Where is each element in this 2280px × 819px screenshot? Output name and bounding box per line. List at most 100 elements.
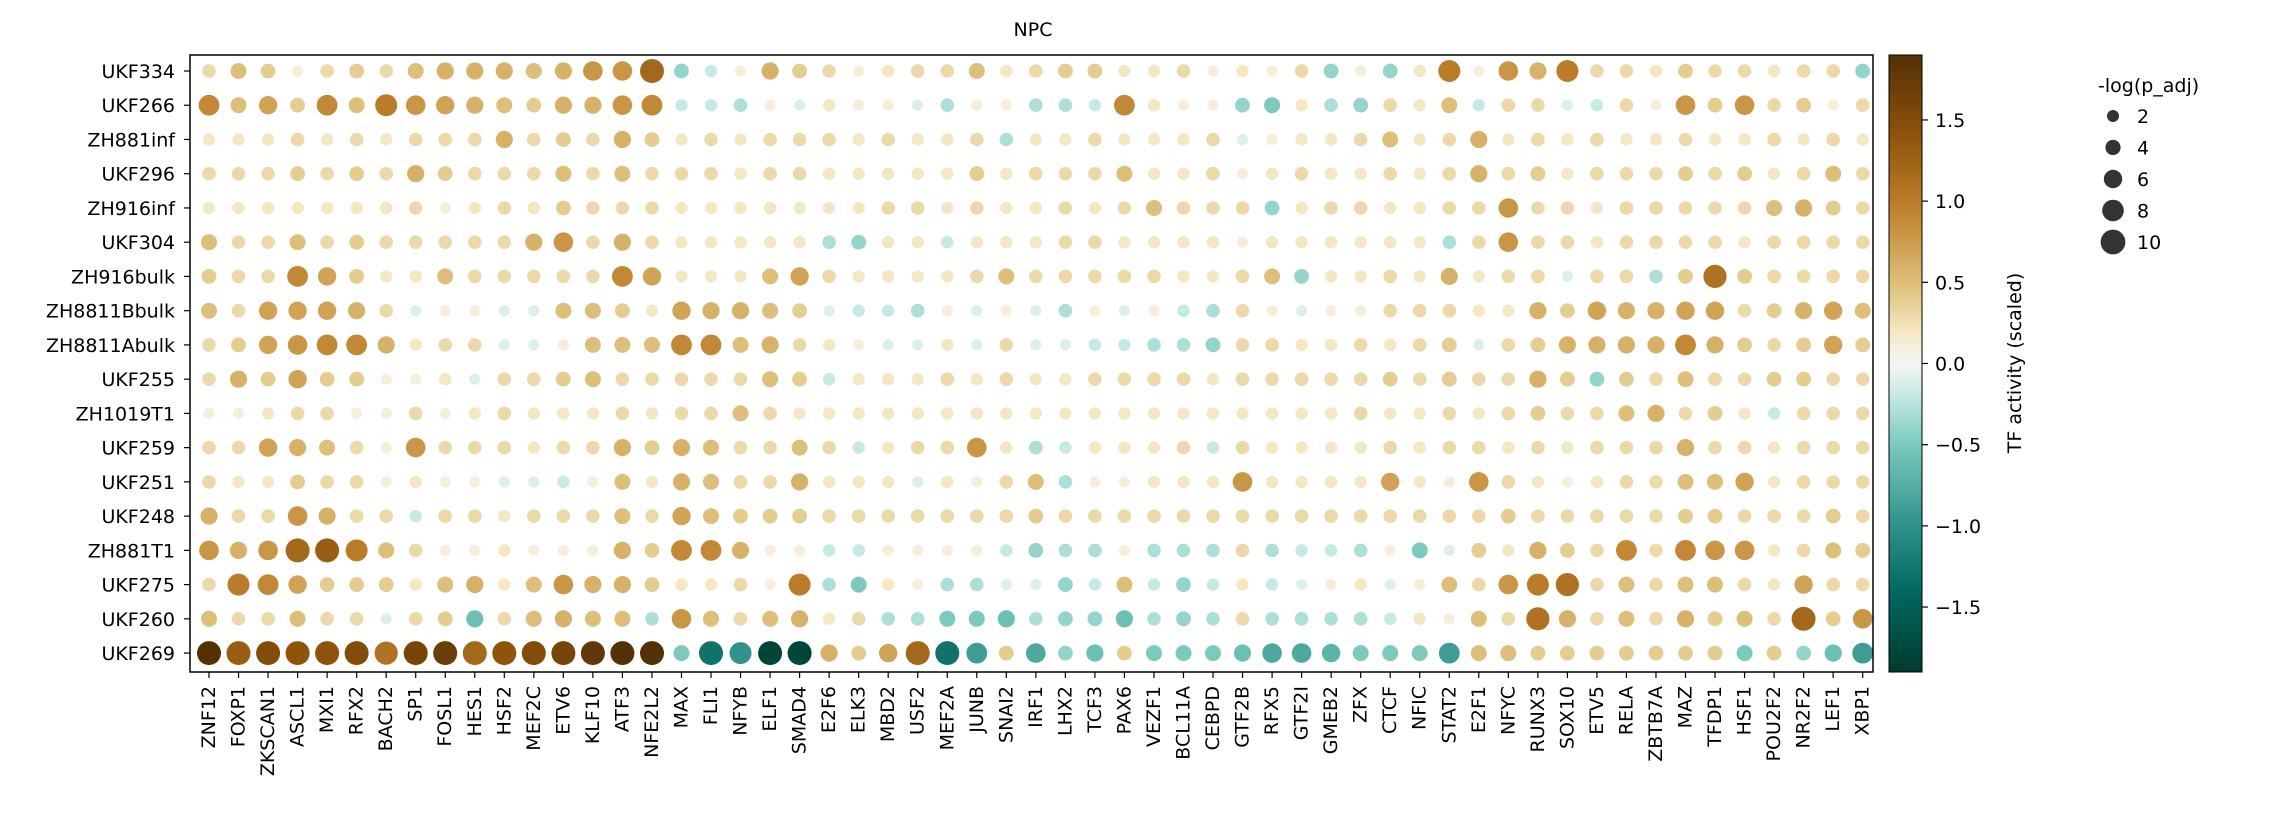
dot-UKF255-SNAI2: [999, 372, 1014, 387]
dot-UKF260-NFE2L2: [645, 612, 659, 626]
dot-UKF275-XBP1: [1855, 577, 1870, 592]
dot-ZH1019T1-GMEB2: [1324, 407, 1338, 420]
row-label: ZH916inf: [87, 198, 176, 220]
dot-UKF269-ZFX: [1352, 645, 1369, 662]
dot-ZH916bulk-ELF1: [762, 268, 779, 285]
dot-UKF260-NFYC: [1501, 612, 1516, 626]
dot-UKF296-FOXP1: [231, 166, 246, 181]
dot-UKF269-POU2F2: [1766, 645, 1782, 661]
dot-UKF296-MAZ: [1678, 166, 1693, 182]
colorbar-tick-label: −1.0: [1935, 516, 1981, 538]
dot-UKF266-STAT2: [1441, 97, 1458, 114]
dot-UKF304-ATF3: [613, 233, 632, 251]
dot-UKF275-SOX10: [1555, 573, 1579, 597]
dot-UKF260-SP1: [408, 612, 423, 626]
dot-ZH881T1-MEF2A: [941, 544, 953, 557]
dot-ZH881T1-XBP1: [1855, 543, 1871, 558]
dot-ZH881T1-POU2F2: [1767, 544, 1781, 557]
dot-UKF304-FOXP1: [231, 235, 246, 249]
dot-UKF296-MXI1: [320, 166, 334, 181]
dot-ZH8811Bbulk-RELA: [1617, 302, 1635, 320]
dot-UKF296-CEBPD: [1206, 166, 1220, 181]
dot-ZH1019T1-KLF10: [586, 407, 600, 420]
dot-UKF269-ASCL1: [285, 641, 310, 666]
dot-ZH8811Abulk-MBD2: [882, 339, 894, 351]
size-legend-label: 4: [2137, 138, 2149, 160]
dot-ZH8811Bbulk-ETV5: [1587, 301, 1607, 320]
dot-UKF260-ZFX: [1353, 612, 1368, 626]
dot-UKF296-USF2: [911, 167, 924, 180]
dot-ZH8811Bbulk-NFYC: [1502, 304, 1515, 317]
dot-UKF334-ZBTB7A: [1649, 64, 1663, 78]
dot-ZH881T1-ETV5: [1590, 543, 1604, 558]
dot-UKF275-ZFX: [1354, 578, 1367, 591]
dot-UKF251-SNAI2: [999, 475, 1014, 489]
dot-UKF248-NR2F2: [1796, 509, 1811, 523]
dot-UKF248-POU2F2: [1767, 509, 1781, 523]
column-label: POU2F2: [1763, 686, 1785, 761]
row-label: ZH1019T1: [76, 403, 175, 425]
dot-ZH916bulk-MBD2: [882, 270, 895, 283]
dot-UKF259-ATF3: [613, 439, 632, 457]
dot-UKF334-RUNX3: [1529, 62, 1547, 80]
dot-ZH8811Abulk-HSF1: [1737, 337, 1752, 353]
dot-UKF260-HES1: [466, 610, 484, 628]
dot-ZH8811Abulk-JUNB: [971, 339, 983, 351]
dot-UKF269-E2F6: [820, 644, 838, 662]
dot-UKF269-STAT2: [1438, 642, 1460, 664]
dot-ZH8811Abulk-HES1: [468, 338, 482, 352]
dot-UKF269-NFIC: [1411, 645, 1428, 662]
dot-UKF255-RELA: [1619, 371, 1634, 387]
colorbar-tick-label: 0.0: [1935, 354, 1965, 376]
dot-UKF266-JUNB: [971, 99, 983, 111]
dot-UKF251-ZKSCAN1: [261, 475, 275, 489]
dot-UKF260-CEBPD: [1206, 612, 1220, 626]
dot-UKF266-RFX2: [348, 97, 365, 114]
dot-UKF259-HSF2: [497, 440, 512, 455]
dot-ZH8811Bbulk-MEF2C: [528, 305, 540, 317]
dot-UKF304-RFX2: [349, 234, 364, 250]
dot-UKF334-NFIC: [1413, 64, 1426, 78]
column-label: FLI1: [700, 686, 722, 725]
dot-UKF260-GTF2I: [1294, 612, 1309, 626]
column-label: IRF1: [1025, 686, 1047, 728]
dot-ZH8811Bbulk-NFYB: [731, 302, 750, 320]
dot-UKF248-CEBPD: [1206, 509, 1220, 523]
dot-UKF259-GMEB2: [1324, 441, 1338, 454]
dot-UKF266-XBP1: [1855, 98, 1870, 112]
dot-UKF248-PAX6: [1117, 509, 1132, 523]
dot-UKF334-NFYB: [734, 65, 747, 77]
dot-UKF275-E2F6: [822, 577, 836, 592]
dot-UKF269-ETV5: [1589, 645, 1605, 661]
dot-UKF248-ZNF12: [200, 507, 218, 525]
dot-UKF266-CTCF: [1383, 98, 1397, 112]
dot-UKF334-USF2: [910, 64, 925, 78]
dot-UKF248-NFYB: [733, 508, 748, 524]
dot-UKF269-ELF1: [758, 641, 783, 666]
dot-UKF255-SP1: [410, 373, 422, 385]
dot-ZH8811Abulk-TCF3: [1088, 338, 1102, 352]
dot-UKF304-SP1: [408, 235, 423, 249]
dot-UKF251-RFX2: [349, 475, 364, 489]
dot-UKF260-GMEB2: [1324, 612, 1338, 626]
dot-ZH881inf-TFDP1: [1708, 133, 1722, 146]
dot-ZH916bulk-RFX2: [349, 269, 364, 284]
dot-ZH881inf-NFIC: [1413, 133, 1426, 146]
dot-ZH8811Abulk-BCL11A: [1176, 338, 1191, 352]
dot-ZH916bulk-LHX2: [1058, 269, 1073, 284]
dot-ZH8811Bbulk-E2F1: [1472, 304, 1486, 317]
dot-UKF248-ETV5: [1590, 509, 1604, 523]
dot-UKF255-LHX2: [1059, 373, 1072, 386]
dot-ZH1019T1-FOXP1: [232, 407, 245, 419]
row-label: ZH8811Bbulk: [46, 301, 175, 323]
dot-ZH8811Bbulk-XBP1: [1854, 302, 1871, 319]
dot-ZH916bulk-E2F1: [1472, 270, 1486, 283]
dot-ZH8811Abulk-STAT2: [1441, 337, 1457, 353]
dot-ZH8811Bbulk-NFIC: [1412, 303, 1427, 318]
dot-ZH916inf-ETV5: [1590, 201, 1604, 215]
column-label: RUNX3: [1527, 686, 1549, 752]
dot-UKF266-GTF2I: [1295, 99, 1308, 112]
dot-UKF259-TFDP1: [1708, 440, 1722, 455]
dot-ZH8811Abulk-RFX5: [1265, 338, 1279, 352]
dot-UKF296-CTCF: [1383, 166, 1397, 181]
